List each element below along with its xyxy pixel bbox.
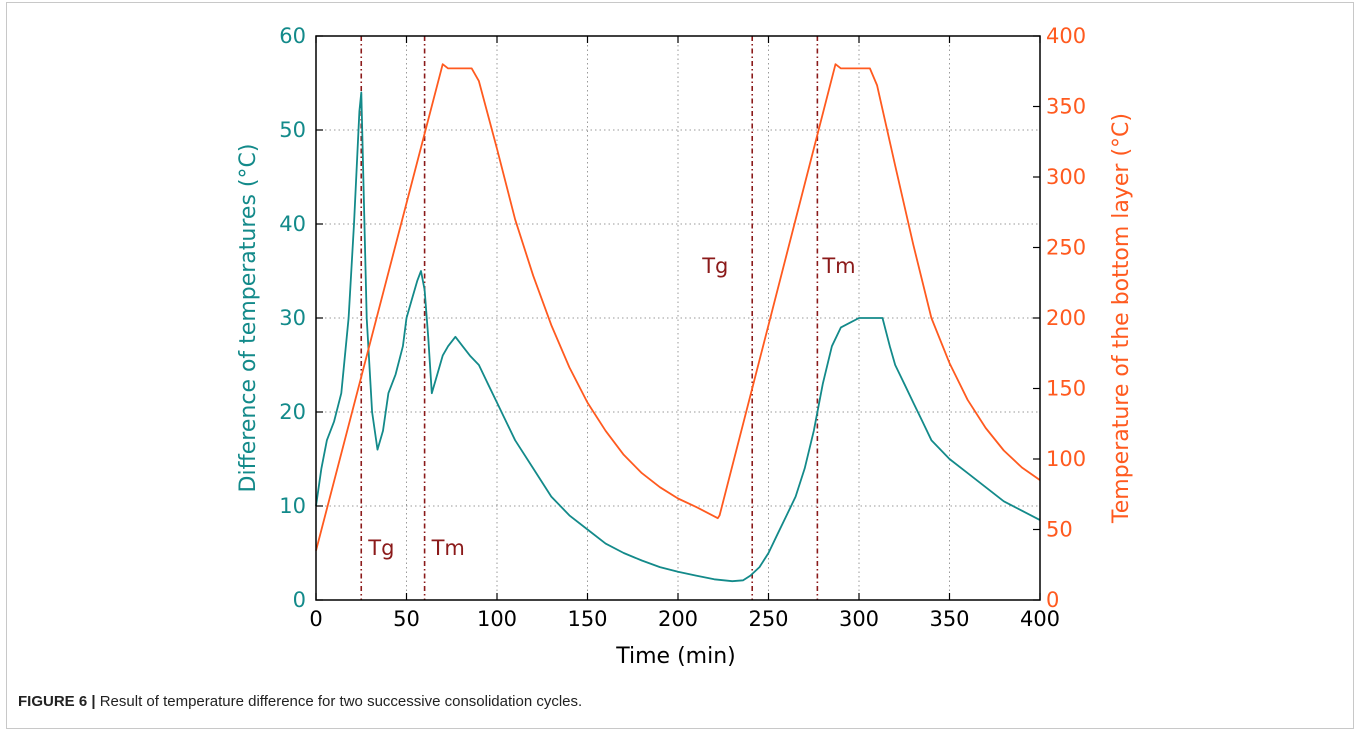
markers-layer: Tg Tm Tg Tm	[360, 36, 856, 600]
left-y-tick-label: 50	[279, 118, 306, 142]
series-layer	[315, 63, 1041, 583]
x-tick-label: 300	[839, 607, 879, 631]
right-y-tick-label: 400	[1046, 24, 1086, 48]
x-tick-label: 150	[567, 607, 607, 631]
right-y-tick-label: 350	[1046, 95, 1086, 119]
right-y-tick-label: 300	[1046, 165, 1086, 189]
ticks-layer: 0 50 100 150 200 250 300 350 4000102030405060050…	[279, 24, 1086, 631]
bottom-layer-temperature-line	[315, 63, 1041, 551]
x-tick-label: 100	[477, 607, 517, 631]
figure-label: FIGURE 6 |	[18, 693, 96, 710]
x-tick-label: 250	[748, 607, 788, 631]
figure-frame	[6, 2, 1354, 729]
right-y-tick-label: 250	[1046, 236, 1086, 260]
figure-caption: FIGURE 6 | Result of temperature differe…	[18, 693, 582, 710]
right-y-tick-label: 200	[1046, 306, 1086, 330]
x-axis-label: Time (min)	[615, 644, 736, 669]
caption-text: Result of temperature difference for two…	[95, 693, 583, 710]
right-y-tick-label: 150	[1046, 377, 1086, 401]
marker-label-tm: Tm	[821, 254, 855, 278]
left-y-tick-label: 30	[279, 306, 306, 330]
left-y-axis-label: Difference of temperatures (°C)	[236, 144, 261, 493]
left-y-tick-label: 40	[279, 212, 306, 236]
right-y-tick-label: 100	[1046, 447, 1086, 471]
left-y-tick-label: 60	[279, 24, 306, 48]
left-y-tick-label: 0	[293, 588, 306, 612]
right-y-tick-label: 50	[1046, 518, 1073, 542]
marker-label-tm: Tm	[431, 536, 465, 560]
temperature-difference-line	[315, 91, 1041, 583]
marker-label-tg: Tg	[701, 254, 728, 278]
x-tick-label: 50	[393, 607, 420, 631]
right-y-axis-label: Temperature of the bottom layer (°C)	[1109, 113, 1134, 524]
x-tick-label: 350	[929, 607, 969, 631]
x-tick-label: 400	[1020, 607, 1060, 631]
x-tick-label: 0	[309, 607, 322, 631]
left-y-tick-label: 20	[279, 400, 306, 424]
x-tick-label: 200	[658, 607, 698, 631]
right-y-tick-label: 0	[1046, 588, 1059, 612]
left-y-tick-label: 10	[279, 494, 306, 518]
marker-label-tg: Tg	[367, 536, 394, 560]
